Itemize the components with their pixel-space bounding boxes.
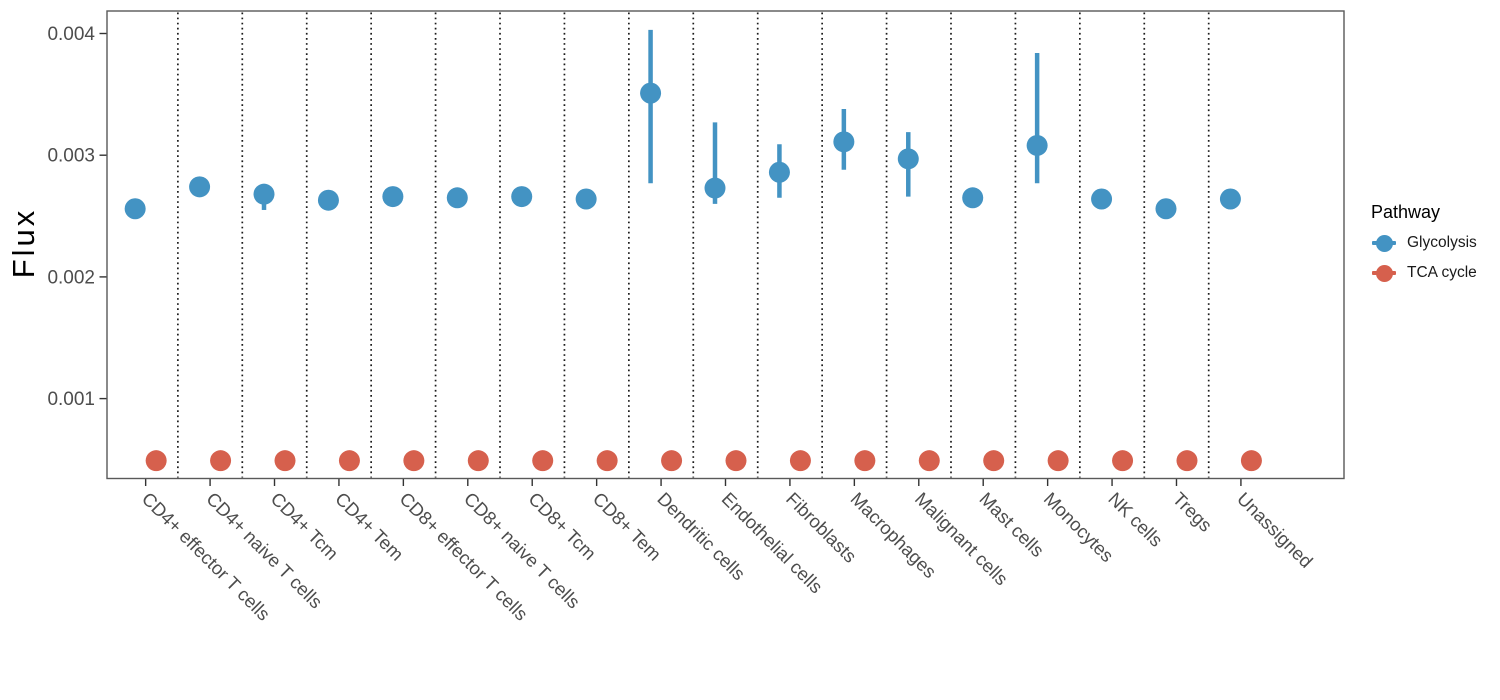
x-axis-label: NK cells [1104,488,1167,551]
glycolysis-point [962,187,984,209]
glycolysis-point [124,198,146,220]
panel-border [106,10,1345,480]
tca-cycle-point [467,450,489,472]
legend: Pathway Glycolysis TCA cycle [1371,202,1477,288]
tca-cycle-point [145,450,167,472]
x-axis-label: CD4+ Tem [331,488,408,565]
point-key-dot [1375,264,1393,282]
tca-cycle-point [210,450,232,472]
tca-cycle-point [532,450,554,472]
glycolysis-point [511,186,533,208]
x-axis-label: CD4+ effector T cells [138,488,275,625]
glycolysis-point [446,187,468,209]
glycolysis-point [1219,188,1241,210]
x-axis-label: Unassigned [1233,488,1317,572]
tca-cycle-point [983,450,1005,472]
glycolysis-point [1026,134,1048,156]
glycolysis-point [1155,198,1177,220]
glycolysis-point [1091,188,1113,210]
legend-title: Pathway [1371,202,1441,222]
glycolysis-point [833,131,855,153]
tca-cycle-point [918,450,940,472]
x-axis-label: CD4+ naive T cells [202,488,327,613]
x-axis-label: CD8+ Tem [589,488,666,565]
y-tick-label: 0.003 [47,146,95,167]
tca-cycle-point [661,450,683,472]
y-tick-label: 0.001 [47,389,95,410]
legend-entry-tca-cycle: TCA cycle [1371,258,1477,288]
glycolysis-point [382,186,404,208]
glycolysis-point [317,189,339,211]
x-axis-label: Tregs [1169,488,1217,536]
tca-cycle-point [1112,450,1134,472]
tca-cycle-point [338,450,360,472]
tca-pointrange-icon [1371,263,1397,283]
y-tick-label: 0.002 [47,267,95,288]
tca-cycle-point [1047,450,1069,472]
glycolysis-point [704,177,726,199]
x-axis-label: CD8+ effector T cells [396,488,533,625]
tca-cycle-point [789,450,811,472]
x-axis-label: CD8+ naive T cells [460,488,585,613]
tca-cycle-point [1176,450,1198,472]
glycolysis-point [640,82,662,104]
glycolysis-pointrange-icon [1371,233,1397,253]
glycolysis-point [897,148,919,170]
glycolysis-point [768,161,790,183]
tca-cycle-point [596,450,618,472]
tca-cycle-point [725,450,747,472]
legend-label-glycolysis: Glycolysis [1407,234,1477,251]
legend-entry-glycolysis: Glycolysis [1371,228,1477,258]
y-axis-title: Flux [6,207,41,279]
tca-cycle-point [403,450,425,472]
tca-cycle-point [854,450,876,472]
y-tick-label: 0.004 [47,24,95,45]
glycolysis-point [189,176,211,198]
point-key-dot [1375,234,1393,252]
glycolysis-point [575,188,597,210]
tca-cycle-point [1240,450,1262,472]
tca-cycle-point [274,450,296,472]
glycolysis-point [253,183,275,205]
legend-label-tca-cycle: TCA cycle [1407,264,1477,281]
